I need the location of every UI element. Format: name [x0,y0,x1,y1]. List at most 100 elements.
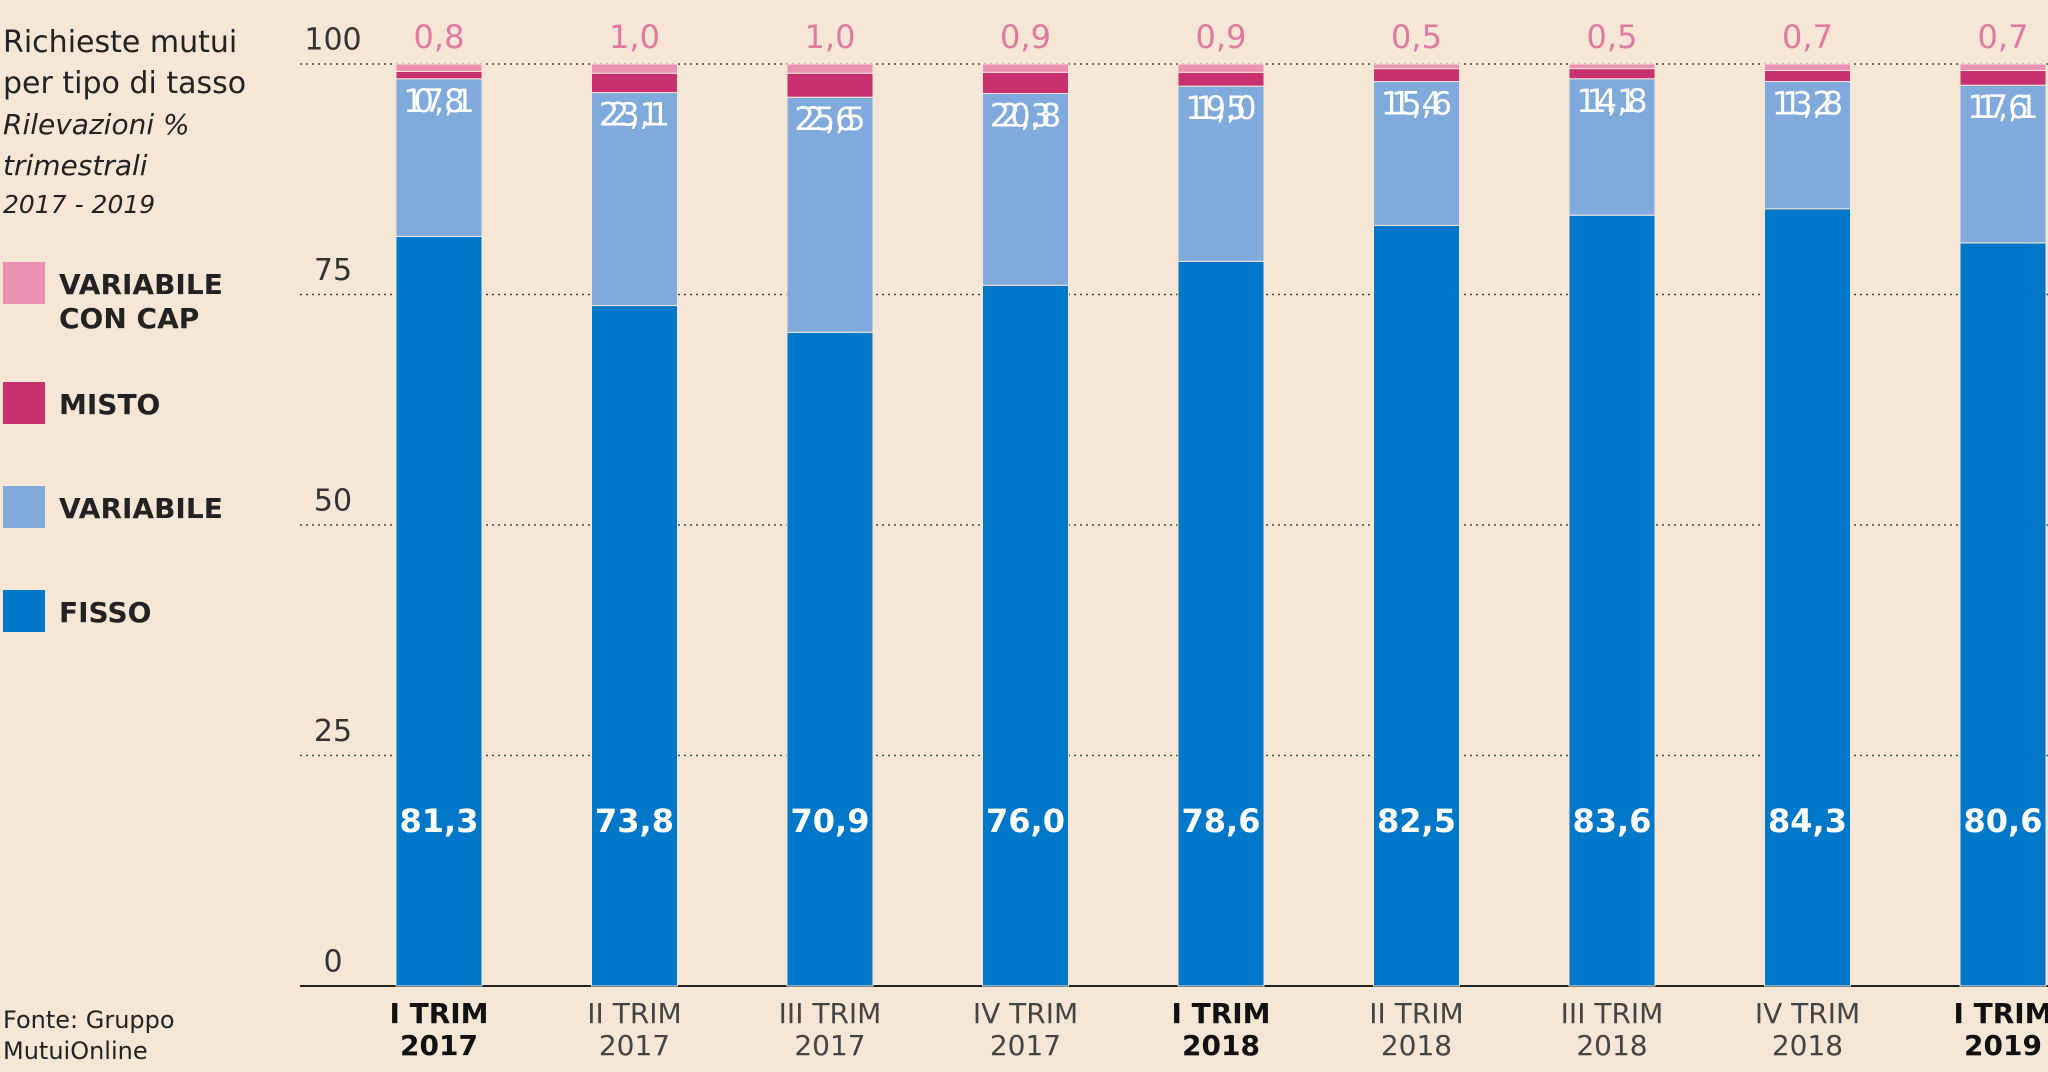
x-tick-label: IV TRIM [973,997,1078,1030]
chart-title: Richieste mutui per tipo di tasso [3,25,247,101]
x-tick-label: II TRIM [1369,997,1463,1030]
bar-segment [395,63,483,72]
legend-swatch [3,590,45,632]
bar-segment [591,72,678,94]
bar-segment [1177,71,1265,87]
bar-segment [1568,68,1656,80]
bar-segment [395,70,483,80]
bar-segment [591,305,678,987]
bar-segment [1373,63,1460,70]
bar-segment [1764,63,1851,71]
value-label: 70,9 [791,802,870,840]
value-label: 2,1 [609,96,660,134]
value-label: 2,6 [805,100,856,138]
x-tick-label: III TRIM [1561,997,1664,1030]
y-tick-label: 50 [314,484,352,519]
bar-segment [1373,68,1460,83]
bar-segment [1373,224,1460,987]
bar-segment [1959,69,2047,86]
value-label: 1,6 [1978,88,2029,126]
legend-label: MISTO [59,388,161,421]
x-tick-label: 2017 [400,1029,478,1062]
chart-subtitle: Rilevazioni % trimestrali [3,108,190,182]
bar-segment [591,63,678,74]
value-label: 14,8 [1576,82,1647,120]
x-tick-label: 2018 [1381,1029,1452,1062]
y-tick-label: 25 [314,714,352,749]
value-label: 82,5 [1377,802,1456,840]
x-tick-label: 2017 [794,1029,865,1062]
bar-segment [395,235,483,987]
x-tick-label: 2018 [1772,1029,1843,1062]
bar-segment [395,78,483,237]
x-tick-label: II TRIM [587,997,681,1030]
value-label: 84,3 [1768,802,1847,840]
value-label: 0,8 [414,18,465,56]
bar-segment [1764,69,1851,83]
value-label: 0,9 [1196,18,1247,56]
bar-segment [1177,260,1265,987]
value-label: 17,1 [1967,88,2038,126]
x-tick-label: IV TRIM [1755,997,1860,1030]
x-tick-label: 2018 [1576,1029,1647,1062]
bar-segment [1177,85,1265,262]
x-tick-label: 2017 [599,1029,670,1062]
bar-segment [982,284,1069,987]
bar-segment [1959,63,2047,71]
bar-segment [786,331,874,987]
value-label: 17,1 [403,82,474,120]
bar-segment [982,71,1069,95]
bar-segment [1764,81,1851,210]
value-label: 73,8 [595,802,674,840]
value-label: 76,0 [986,802,1065,840]
bar-segment [1568,78,1656,216]
value-label: 19,0 [1185,89,1256,127]
value-label: 0,5 [1391,18,1442,56]
bar-segment [786,96,874,333]
bar-segment [1177,63,1265,73]
y-tick-label: 0 [323,945,342,980]
legend-label: VARIABILE [59,492,223,525]
y-tick-label: 75 [314,253,352,288]
bar-segment [982,63,1069,73]
value-label: 83,6 [1573,802,1652,840]
value-label: 25,5 [794,100,865,138]
value-label: 20,8 [990,97,1061,135]
value-label: 78,6 [1182,802,1261,840]
bar-segment [1373,81,1460,226]
value-label: 0,9 [1000,18,1051,56]
value-label: 1,4 [1391,85,1442,123]
x-tick-label: 2017 [990,1029,1061,1062]
value-label: 0,7 [1782,18,1833,56]
x-tick-label: 2019 [1964,1029,2042,1062]
value-label: 0,8 [414,82,465,120]
bar-segment [1959,84,2047,244]
value-label: 1,1 [1587,82,1638,120]
legend-swatch [3,262,45,304]
bar-segment [786,72,874,98]
bar-segment [786,63,874,74]
x-tick-label: 2018 [1182,1029,1260,1062]
chart-period: 2017 - 2019 [3,190,156,219]
value-label: 15,6 [1381,85,1452,123]
legend-swatch [3,382,45,424]
value-label: 1,0 [609,18,660,56]
x-tick-label: I TRIM [1953,997,2048,1030]
x-tick-label: III TRIM [779,997,882,1030]
legend-label: VARIABILE CON CAP [59,268,223,335]
bar-segment [1568,214,1656,987]
value-label: 1,0 [805,18,856,56]
value-label: 2,3 [1000,97,1051,135]
bar-segment [1568,63,1656,70]
x-tick-label: I TRIM [1171,997,1270,1030]
value-label: 23,1 [599,96,670,134]
bar-segment [1764,208,1851,987]
value-label: 1,2 [1782,85,1833,123]
bar-segment [1959,242,2047,987]
value-label: 13,8 [1772,85,1843,123]
value-label: 81,3 [400,802,479,840]
x-tick-label: I TRIM [389,997,488,1030]
value-label: 0,7 [1978,18,2029,56]
